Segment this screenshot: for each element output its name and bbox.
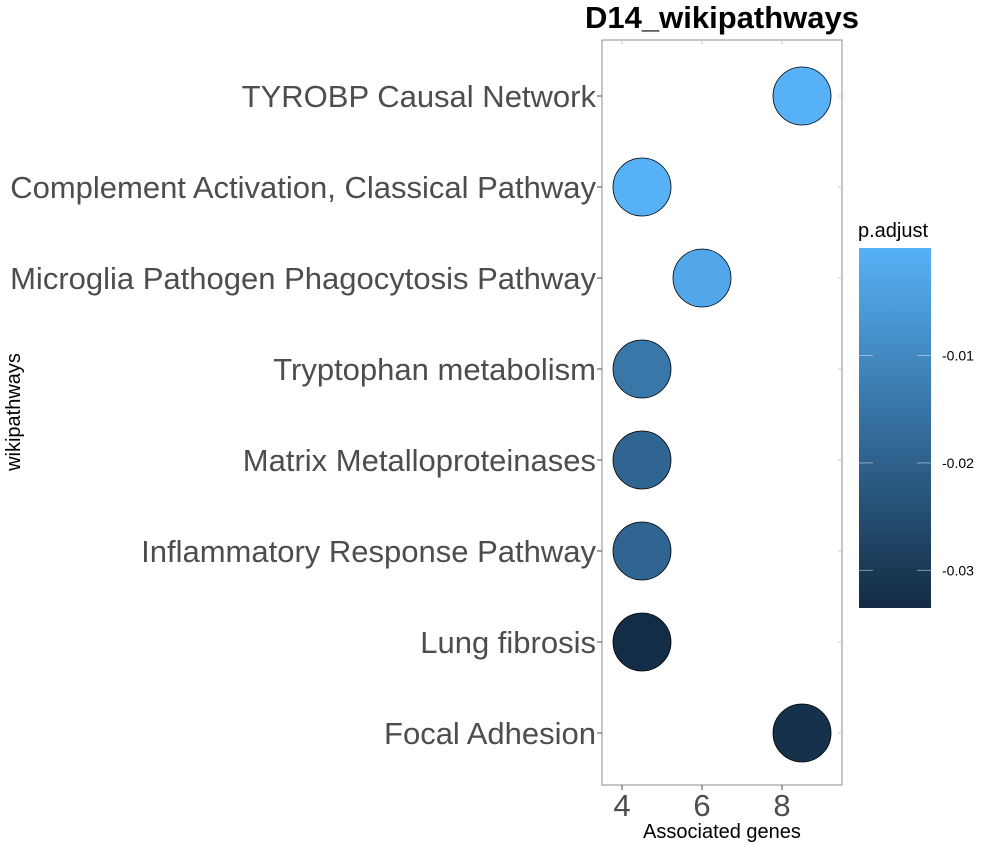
x-axis-title: Associated genes (643, 821, 801, 843)
x-axis: 4 6 8 (613, 785, 791, 823)
top-tick-marks (621, 40, 783, 44)
y-tick-label-tyrobp-causal-network: TYROBP Causal Network (242, 79, 597, 114)
point-focal-adhesion (772, 703, 832, 763)
point-microglia-pathogen-phagocytosis-pathway (672, 248, 732, 308)
y-tick-label-focal-adhesion: Focal Adhesion (384, 716, 596, 751)
point-matrix-metalloproteinases (612, 430, 672, 490)
right-tick-marks (838, 95, 842, 734)
legend-tick-label-1: -0.02 (942, 455, 974, 471)
legend-tick-label-0: -0.01 (942, 347, 974, 363)
point-inflammatory-response-pathway (612, 521, 672, 581)
y-tick-label-microglia-pathogen-phagocytosis-pathway: Microglia Pathogen Phagocytosis Pathway (10, 261, 596, 296)
y-axis: TYROBP Causal Network Complement Activati… (10, 79, 602, 751)
point-lung-fibrosis (612, 612, 672, 672)
legend-title: p.adjust (858, 220, 928, 242)
point-complement-activation-classical-pathway (612, 157, 672, 217)
legend-ticks: -0.01 -0.02 -0.03 (859, 347, 974, 578)
data-points (612, 66, 832, 763)
chart-title: D14_wikipathways (585, 0, 859, 35)
y-tick-label-complement-activation-classical-pathway: Complement Activation, Classical Pathway (10, 170, 596, 205)
y-tick-label-matrix-metalloproteinases: Matrix Metalloproteinases (243, 443, 596, 478)
y-axis-title: wikipathways (3, 353, 25, 472)
x-tick-label-6: 6 (693, 788, 710, 823)
y-tick-label-lung-fibrosis: Lung fibrosis (420, 625, 596, 660)
point-tryptophan-metabolism (612, 339, 672, 399)
legend-tick-label-2: -0.03 (942, 562, 974, 578)
x-tick-label-4: 4 (613, 788, 630, 823)
color-legend: p.adjust -0.01 -0.02 -0.03 (858, 220, 974, 608)
y-tick-label-inflammatory-response-pathway: Inflammatory Response Pathway (141, 534, 596, 569)
color-bar (859, 248, 931, 608)
plot-panel (601, 39, 843, 786)
y-tick-label-tryptophan-metabolism: Tryptophan metabolism (273, 352, 596, 387)
point-tyrobp-causal-network (772, 66, 832, 126)
x-tick-label-8: 8 (773, 788, 790, 823)
